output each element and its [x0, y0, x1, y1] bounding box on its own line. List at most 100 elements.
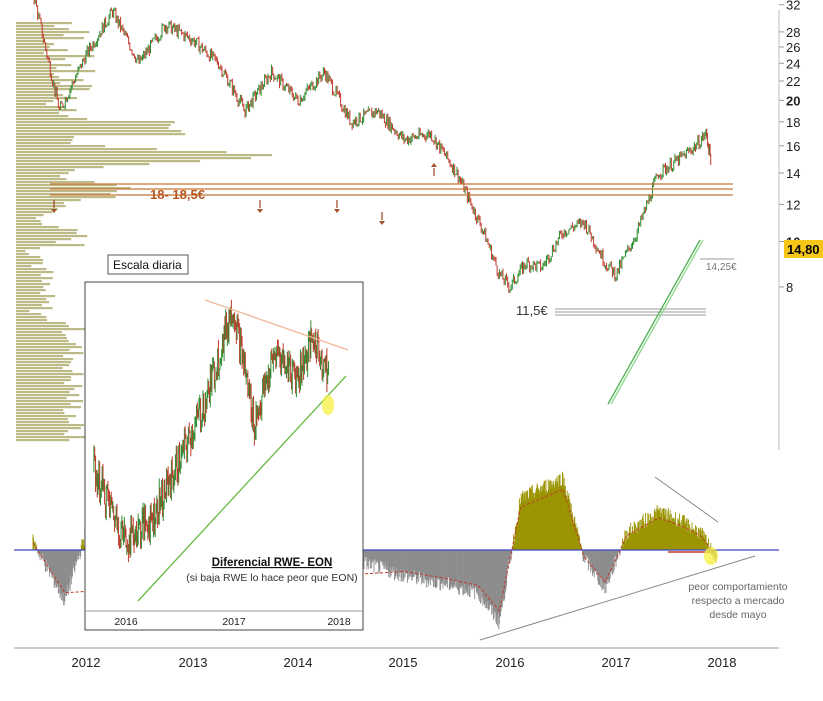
- volume-profile-bar: [16, 247, 40, 250]
- inset-x-label-2017: 2017: [222, 616, 246, 628]
- x-label-2012: 2012: [72, 655, 101, 670]
- price-axis: 32282624222018161412108: [779, 0, 800, 295]
- volume-profile-bar: [16, 106, 64, 109]
- year-axis: 2012 2013 2014 2015 2016 2017 2018: [72, 655, 737, 670]
- volume-profile-bar: [16, 286, 44, 289]
- volume-profile-bar: [16, 388, 75, 391]
- support-zone-label: 18- 18,5€: [150, 187, 205, 202]
- volume-profile-bar: [16, 343, 76, 346]
- volume-profile-bar: [16, 64, 72, 67]
- volume-profile-bar: [16, 175, 60, 178]
- volume-profile-bar: [16, 94, 64, 97]
- price-tick-label: 16: [786, 139, 800, 154]
- oscillator-note-line3: desde mayo: [709, 609, 766, 621]
- volume-profile-bar: [16, 313, 42, 316]
- volume-profile-bar: [16, 289, 46, 292]
- volume-profile-bar: [16, 196, 116, 199]
- volume-profile-bar: [16, 334, 66, 337]
- volume-profile-bar: [16, 97, 77, 100]
- arrow-head: [257, 209, 263, 213]
- price-tick-label: 22: [786, 74, 800, 89]
- price-tick-label: 28: [786, 25, 800, 40]
- volume-profile-bar: [16, 352, 84, 355]
- inset-resistance-line: [204, 299, 349, 351]
- scale-box-frame: [107, 254, 189, 275]
- volume-profile-bar: [16, 73, 54, 76]
- volume-profile-bar: [16, 40, 46, 43]
- volume-profile-bar: [16, 148, 157, 151]
- volume-profile-bar: [16, 418, 68, 421]
- volume-profile-bar: [16, 136, 74, 139]
- volume-profile-bar: [16, 268, 47, 271]
- volume-profile-bar: [16, 373, 84, 376]
- x-label-2015: 2015: [389, 655, 418, 670]
- oscillator-note-line2: respecto a mercado: [692, 595, 785, 607]
- volume-profile-bar: [16, 46, 50, 49]
- scale-box: Escala diaria: [107, 254, 189, 275]
- x-label-2018: 2018: [708, 655, 737, 670]
- uptrend-line-2: [610, 239, 704, 405]
- price-tick-label: 12: [786, 197, 800, 212]
- inset-subtitle: (si baja RWE lo hace peor que EON): [186, 572, 357, 584]
- inset-title: Diferencial RWE- EON: [212, 557, 333, 569]
- volume-profile-bar: [16, 340, 69, 343]
- volume-profile-bar: [16, 430, 68, 433]
- resistance-zone: 11,5€: [516, 303, 706, 318]
- oscillator-note-line1: peor comportamiento: [688, 581, 787, 593]
- volume-profile-bar: [16, 337, 67, 340]
- volume-profile-bar: [16, 169, 75, 172]
- volume-profile-bar: [16, 109, 77, 112]
- volume-profile-bar: [16, 208, 58, 211]
- price-tick-label: 8: [786, 280, 793, 295]
- volume-profile-bar: [16, 223, 42, 226]
- volume-profile-bar: [16, 172, 69, 175]
- volume-profile-bar: [16, 58, 66, 61]
- price-tick-label: 32: [786, 0, 800, 13]
- arrow-head: [334, 209, 340, 213]
- volume-profile-bar: [16, 217, 36, 220]
- volume-profile-bar: [16, 70, 96, 73]
- volume-profile-bar: [16, 190, 117, 193]
- volume-profile-bar: [16, 349, 70, 352]
- volume-profile-bar: [16, 139, 73, 142]
- oscillator-resistance-line: [654, 476, 719, 523]
- volume-profile-bar: [16, 412, 65, 415]
- volume-profile-bar: [16, 160, 201, 163]
- volume-profile-bar: [16, 22, 72, 25]
- volume-profile-bar: [16, 187, 131, 190]
- volume-profile-bar: [16, 355, 64, 358]
- last-price-badge: 14,80: [784, 240, 823, 258]
- volume-profile-bar: [16, 91, 54, 94]
- volume-profile-bar: [16, 325, 69, 328]
- volume-profile-bar: [16, 184, 117, 187]
- volume-profile-bar: [16, 142, 71, 145]
- volume-profile-bar: [16, 157, 252, 160]
- volume-profile-bar: [16, 364, 70, 367]
- recent-low-label: 14,25€: [706, 262, 737, 273]
- volume-profile-bar: [16, 151, 227, 154]
- turning-point-arrows: [51, 163, 437, 225]
- volume-profile-bar: [16, 301, 49, 304]
- volume-profile-bar: [16, 328, 85, 331]
- volume-profile-bar: [16, 67, 57, 70]
- x-label-2014: 2014: [284, 655, 313, 670]
- volume-profile-bar: [16, 235, 88, 238]
- volume-profile-bar: [16, 433, 65, 436]
- volume-profile-bar: [16, 145, 106, 148]
- volume-profile-bar: [16, 259, 44, 262]
- volume-profile-bar: [16, 319, 47, 322]
- volume-profile-bar: [16, 361, 72, 364]
- volume-profile-bar: [16, 43, 54, 46]
- volume-profile-bar: [16, 76, 60, 79]
- volume-profile-bar: [16, 310, 30, 313]
- volume-profile-bar: [16, 427, 81, 430]
- volume-profile-bar: [16, 31, 90, 34]
- volume-profile-bar: [16, 307, 53, 310]
- volume-profile-bar: [16, 382, 65, 385]
- volume-profile-bar: [16, 436, 85, 439]
- resistance-label: 11,5€: [516, 303, 548, 318]
- volume-profile-bar: [16, 103, 46, 106]
- price-tick-label: 24: [786, 56, 800, 71]
